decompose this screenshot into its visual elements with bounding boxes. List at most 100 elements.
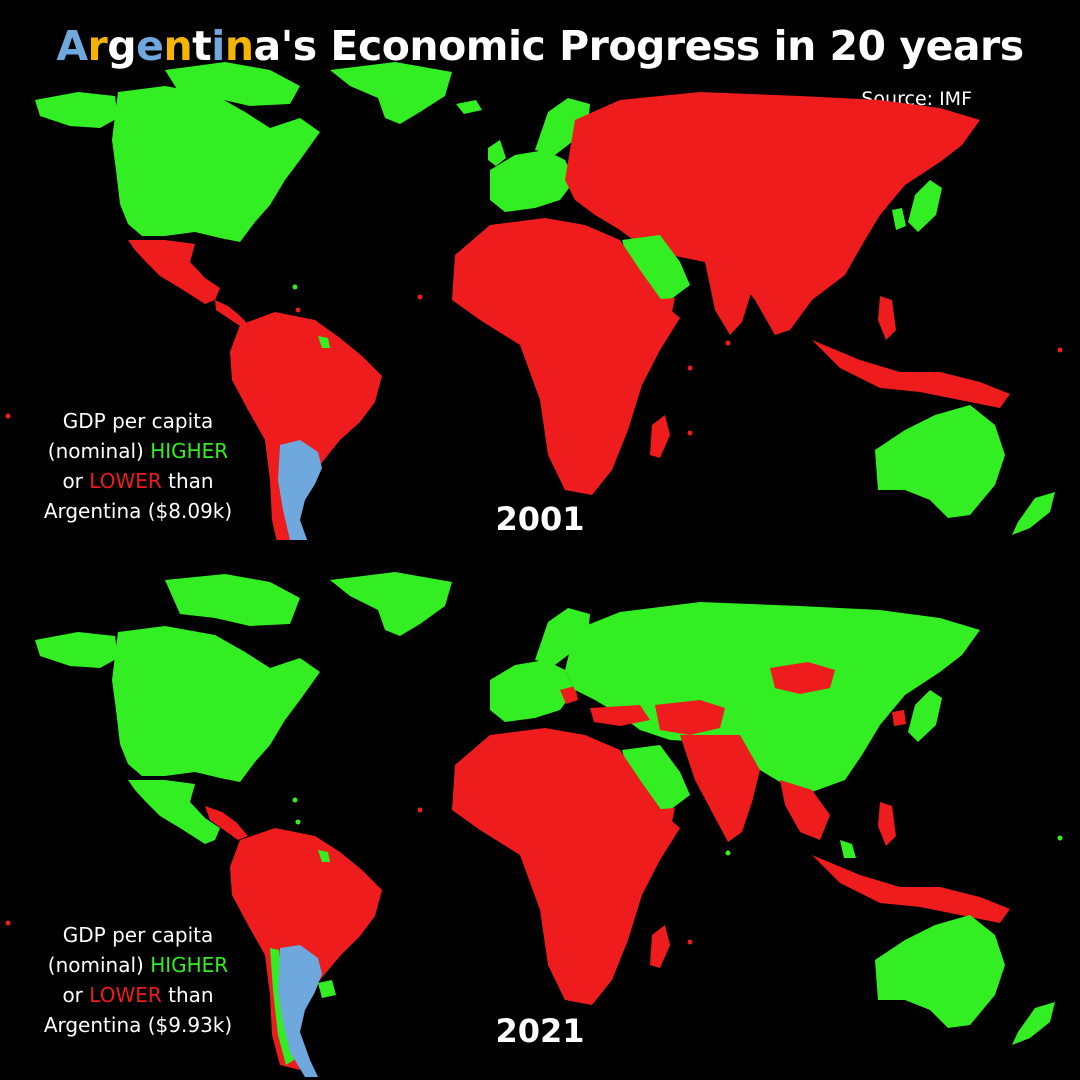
- central-america-region: [205, 806, 248, 840]
- korea-region: [892, 208, 906, 230]
- scandinavia-region: [535, 98, 590, 155]
- island-dot: [295, 307, 301, 313]
- north-korea-region: [892, 710, 906, 726]
- madagascar-region: [650, 925, 670, 968]
- legend-line-1: GDP per capita: [62, 409, 214, 433]
- scandinavia-region: [535, 608, 590, 665]
- legend-lower-word: LOWER: [89, 469, 162, 493]
- legend-higher-word: HIGHER: [150, 953, 229, 977]
- island-dot: [1057, 347, 1063, 353]
- title-rest: 's Economic Progress in 20 years: [280, 22, 1024, 70]
- mongolia-region: [770, 662, 835, 694]
- island-dot: [687, 365, 693, 371]
- north-america-region: [112, 86, 320, 242]
- india-region: [705, 262, 752, 335]
- central-asia-region: [655, 700, 725, 735]
- title-letter: i: [211, 22, 225, 70]
- japan-region: [908, 690, 942, 742]
- alaska-region: [35, 632, 118, 668]
- arctic-islands-region: [165, 62, 300, 106]
- philippines-region: [878, 802, 896, 846]
- title-letter: t: [192, 22, 212, 70]
- north-america-region: [112, 626, 320, 782]
- map-panel-2021: GDP per capita (nominal) HIGHER or LOWER…: [0, 540, 1080, 1080]
- greenland-region: [330, 62, 452, 124]
- legend-line-4: Argentina ($9.93k): [43, 1013, 233, 1037]
- legend-line-2: (nominal) HIGHER: [14, 950, 262, 980]
- title-letter: n: [163, 22, 193, 70]
- legend-line-3: or LOWER than: [14, 980, 262, 1010]
- island-dot: [292, 284, 298, 290]
- legend-line-2: (nominal) HIGHER: [14, 436, 262, 466]
- island-dot: [687, 939, 693, 945]
- western-europe-region: [490, 660, 575, 722]
- alaska-region: [35, 92, 118, 128]
- island-dot: [5, 413, 11, 419]
- australia-region: [875, 405, 1005, 518]
- year-label-2001: 2001: [495, 500, 585, 538]
- legend-line-1: GDP per capita: [62, 923, 214, 947]
- new-zealand-region: [1012, 492, 1055, 535]
- legend-text: or: [62, 983, 90, 1007]
- island-dot: [417, 294, 423, 300]
- indonesia-region: [812, 855, 1010, 923]
- guiana-region: [318, 850, 330, 862]
- guiana-region: [318, 336, 330, 348]
- japan-region: [908, 180, 942, 232]
- greenland-region: [330, 572, 452, 636]
- mexico-region: [128, 780, 220, 844]
- south-america-region: [230, 828, 382, 1070]
- year-label-2021: 2021: [495, 1012, 585, 1050]
- legend-text: than: [161, 983, 214, 1007]
- uruguay-region: [318, 980, 336, 998]
- legend-lower-word: LOWER: [89, 983, 162, 1007]
- world-map-2001: [5, 62, 1063, 540]
- title-letter: e: [136, 22, 164, 70]
- island-dot: [417, 807, 423, 813]
- legend-text: (nominal): [47, 439, 151, 463]
- legend-text: or: [62, 469, 90, 493]
- legend-line-4: Argentina ($8.09k): [43, 499, 233, 523]
- title-letter: g: [107, 22, 137, 70]
- western-europe-region: [490, 150, 575, 212]
- legend-higher-word: HIGHER: [150, 439, 229, 463]
- argentina-region: [278, 440, 322, 540]
- legend-text: than: [161, 469, 214, 493]
- australia-region: [875, 915, 1005, 1028]
- philippines-region: [878, 296, 896, 340]
- argentina-region: [278, 945, 322, 1077]
- se-asia-region: [780, 780, 830, 840]
- island-dot: [292, 797, 298, 803]
- mexico-region: [128, 240, 220, 304]
- title-letter: r: [87, 22, 108, 70]
- madagascar-region: [650, 415, 670, 458]
- balkans-region: [560, 686, 578, 704]
- malaysia-region: [840, 840, 856, 858]
- new-zealand-region: [1012, 1002, 1055, 1045]
- page-title: Argentina's Economic Progress in 20 year…: [0, 22, 1080, 70]
- title-letter: n: [224, 22, 254, 70]
- title-letter: A: [56, 22, 88, 70]
- legend-line-3: or LOWER than: [14, 466, 262, 496]
- island-dot: [687, 430, 693, 436]
- world-map-2021: [5, 572, 1063, 1077]
- russia-asia-region: [565, 92, 980, 335]
- central-america-region: [215, 300, 248, 326]
- map-panel-2001: GDP per capita (nominal) HIGHER or LOWER…: [5, 62, 1063, 540]
- indonesia-region: [812, 340, 1010, 408]
- south-asia-region: [680, 735, 760, 842]
- island-dot: [5, 920, 11, 926]
- africa-region: [452, 218, 680, 495]
- uk-region: [488, 140, 506, 166]
- island-dot: [295, 819, 301, 825]
- turkey-region: [590, 705, 650, 726]
- iceland-region: [456, 100, 482, 114]
- arctic-islands-region: [165, 574, 300, 626]
- map-legend-2001: GDP per capita (nominal) HIGHER or LOWER…: [14, 406, 262, 526]
- island-dot: [1057, 835, 1063, 841]
- map-legend-2021: GDP per capita (nominal) HIGHER or LOWER…: [14, 920, 262, 1040]
- title-letter: a: [253, 22, 282, 70]
- legend-text: (nominal): [47, 953, 151, 977]
- island-dot: [725, 850, 731, 856]
- island-dot: [725, 340, 731, 346]
